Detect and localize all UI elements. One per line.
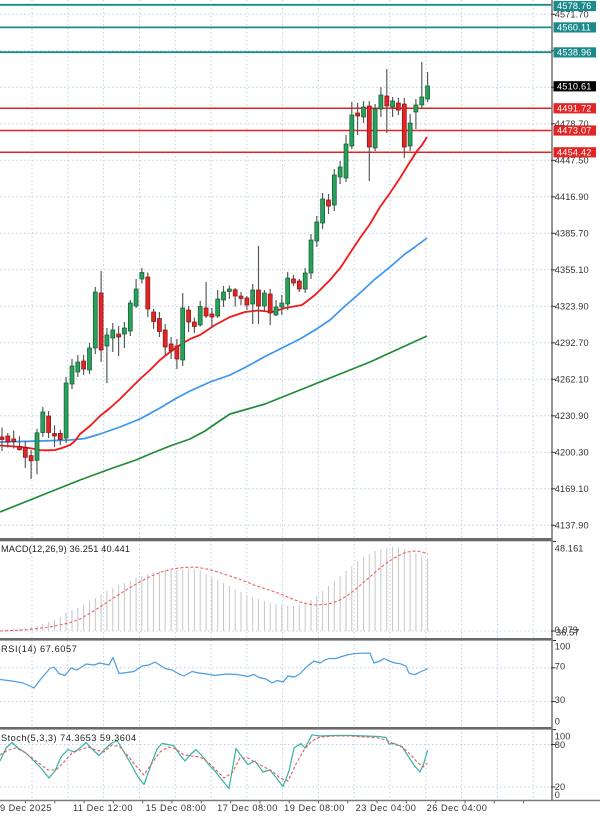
svg-text:4473.07: 4473.07	[557, 126, 592, 136]
svg-text:4571.70: 4571.70	[555, 10, 589, 20]
svg-text:0: 0	[555, 717, 560, 727]
svg-text:4355.10: 4355.10	[555, 265, 589, 275]
svg-text:70: 70	[555, 662, 565, 672]
svg-text:17 Dec 08:00: 17 Dec 08:00	[217, 803, 278, 813]
svg-text:4385.70: 4385.70	[555, 229, 589, 239]
svg-text:26 Dec 04:00: 26 Dec 04:00	[427, 803, 488, 813]
svg-text:100: 100	[555, 642, 571, 652]
svg-text:0.079: 0.079	[555, 625, 579, 635]
svg-text:Stoch(5,3,3) 74.3653 59.3604: Stoch(5,3,3) 74.3653 59.3604	[1, 733, 137, 743]
svg-text:4510.61: 4510.61	[557, 82, 592, 92]
svg-text:11 Dec 12:00: 11 Dec 12:00	[73, 803, 133, 813]
svg-text:23 Dec 04:00: 23 Dec 04:00	[356, 803, 417, 813]
svg-text:MACD(12,26,9) 36.251 40.441: MACD(12,26,9) 36.251 40.441	[1, 544, 130, 554]
svg-text:20: 20	[555, 782, 565, 792]
svg-text:4447.50: 4447.50	[555, 156, 589, 166]
svg-text:4560.11: 4560.11	[557, 23, 591, 33]
svg-text:RSI(14) 67.6057: RSI(14) 67.6057	[1, 644, 77, 654]
svg-text:9 Dec 2025: 9 Dec 2025	[0, 803, 52, 813]
svg-text:4578.76: 4578.76	[557, 1, 592, 11]
svg-text:4230.90: 4230.90	[555, 411, 589, 421]
svg-text:80: 80	[555, 740, 565, 750]
svg-text:100: 100	[555, 732, 571, 742]
svg-text:4416.90: 4416.90	[555, 192, 589, 202]
svg-text:4137.90: 4137.90	[555, 521, 589, 531]
svg-text:4478.70: 4478.70	[555, 119, 589, 129]
svg-text:30: 30	[555, 695, 565, 705]
svg-text:4292.70: 4292.70	[555, 338, 589, 348]
svg-text:4200.30: 4200.30	[555, 448, 589, 458]
svg-text:4454.42: 4454.42	[557, 148, 592, 158]
svg-text:36.57: 36.57	[556, 628, 580, 638]
svg-text:4262.10: 4262.10	[555, 375, 589, 385]
svg-text:48.161: 48.161	[555, 544, 584, 554]
svg-text:0: 0	[555, 790, 560, 800]
svg-text:15 Dec 08:00: 15 Dec 08:00	[146, 803, 207, 813]
svg-text:4169.10: 4169.10	[555, 484, 589, 494]
svg-text:19 Dec 08:00: 19 Dec 08:00	[284, 803, 345, 813]
svg-text:4323.90: 4323.90	[555, 302, 589, 312]
svg-text:4491.72: 4491.72	[557, 104, 592, 114]
svg-text:4538.96: 4538.96	[557, 48, 592, 58]
